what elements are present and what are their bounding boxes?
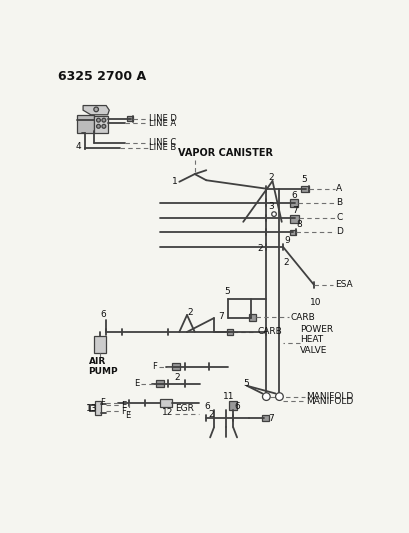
Bar [261,415,268,421]
Bar [160,399,171,407]
Text: LINE C: LINE C [149,138,176,147]
Bar [290,215,299,223]
Text: 5: 5 [300,175,306,184]
Text: 6: 6 [290,191,296,200]
Text: EGR: EGR [175,405,194,414]
Text: E: E [125,411,130,421]
Text: 6: 6 [203,402,209,411]
Text: 4: 4 [75,142,81,151]
Circle shape [102,118,106,122]
Text: B: B [336,198,342,207]
Circle shape [271,212,276,216]
Text: A: A [336,184,342,193]
Text: LINE A: LINE A [149,119,176,128]
Text: 2: 2 [283,258,288,267]
Text: 9: 9 [284,236,290,245]
Text: F: F [152,362,157,371]
Circle shape [96,124,100,128]
Text: 2: 2 [267,173,273,182]
Bar [290,230,296,235]
Bar [227,329,233,335]
Text: POWER
HEAT
VALVE: POWER HEAT VALVE [299,325,333,354]
Text: F: F [99,398,104,407]
Polygon shape [83,106,109,115]
Text: 12: 12 [162,408,173,417]
Text: MANIFOLD: MANIFOLD [306,392,353,401]
Text: 1: 1 [171,176,177,185]
Text: VAPOR CANISTER: VAPOR CANISTER [178,148,272,158]
Text: LINE B: LINE B [149,143,176,152]
Text: AIR
PUMP: AIR PUMP [88,357,118,376]
Text: 6325 2700 A: 6325 2700 A [58,70,146,83]
Text: LINE D: LINE D [149,114,177,123]
Circle shape [262,393,270,400]
Text: E: E [134,379,139,388]
Text: 2: 2 [173,373,179,382]
Bar [77,115,94,133]
Bar [300,185,308,192]
Bar [290,199,297,207]
Text: D: D [336,227,342,236]
Text: 8: 8 [296,220,301,229]
Text: 5: 5 [223,287,229,296]
Bar [249,314,255,321]
Text: 2: 2 [256,244,262,253]
Text: 7: 7 [268,414,274,423]
Text: 10: 10 [310,298,321,307]
Text: 7: 7 [217,312,223,321]
Text: 2: 2 [208,410,213,419]
Bar [127,116,133,121]
Text: MANIFOLD: MANIFOLD [306,397,353,406]
Circle shape [96,118,100,122]
Text: 13: 13 [86,403,97,413]
Text: ESA: ESA [334,280,352,289]
Text: 5: 5 [243,379,248,388]
Text: F: F [121,407,126,416]
Text: 2: 2 [187,308,192,317]
Text: E: E [121,401,126,409]
Text: 6: 6 [100,311,106,319]
Text: 7: 7 [291,206,297,215]
Circle shape [275,393,283,400]
Bar [229,401,236,410]
Text: 6: 6 [234,402,240,411]
Circle shape [102,124,106,128]
Text: 11: 11 [222,392,234,401]
Circle shape [94,107,98,112]
Bar [156,381,164,386]
Bar [94,336,106,353]
Bar [172,364,180,370]
Bar [94,116,108,133]
Text: 3: 3 [268,202,274,211]
Bar [94,401,101,415]
Text: CARB: CARB [290,313,315,322]
Text: C: C [336,213,342,222]
Text: CARB: CARB [257,327,282,336]
